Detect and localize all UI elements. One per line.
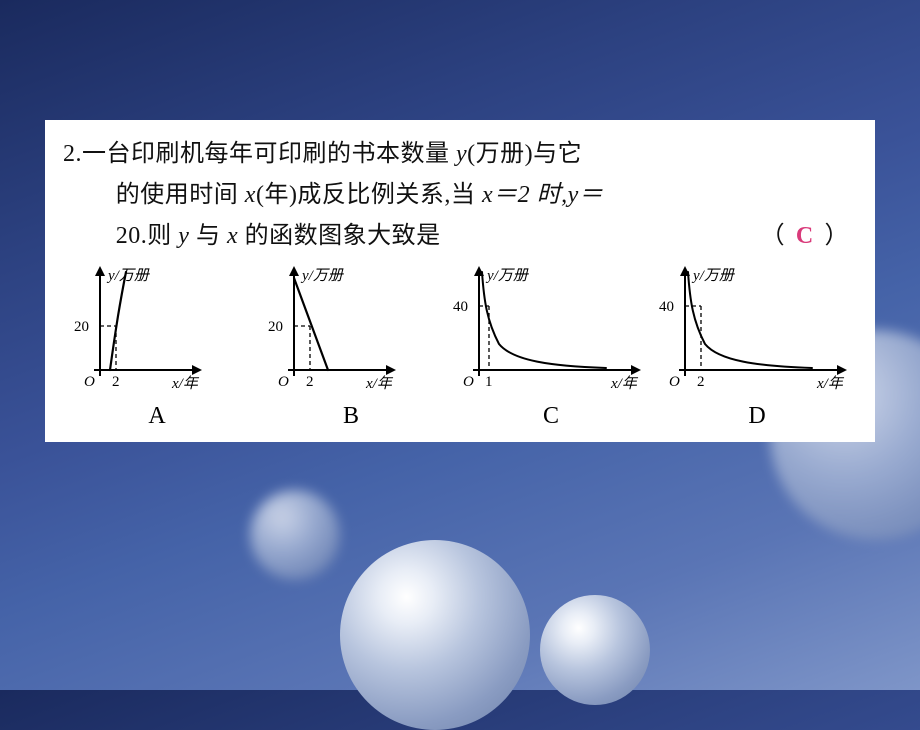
chart-d: y/万册 x/年 O 40 2 bbox=[657, 266, 857, 401]
line3: 20.则 y 与 x 的函数图象大致是 （ C ） bbox=[63, 216, 857, 257]
option-label: A bbox=[63, 403, 251, 430]
svg-text:40: 40 bbox=[453, 299, 468, 315]
equation: x＝2 时,y＝ bbox=[482, 182, 603, 208]
svg-text:O: O bbox=[278, 374, 289, 390]
question-number: 2. bbox=[63, 141, 82, 167]
svg-text:2: 2 bbox=[112, 374, 120, 390]
bg-sphere bbox=[250, 490, 340, 580]
option-c: y/万册 x/年 O 40 1 C bbox=[451, 266, 651, 430]
svg-text:y/万册: y/万册 bbox=[691, 268, 736, 284]
line3-text: 20.则 y 与 x 的函数图象大致是 bbox=[116, 216, 441, 257]
chart-a: y/万册 x/年 O 20 2 bbox=[72, 266, 242, 401]
paren: ） bbox=[825, 223, 850, 249]
option-a: y/万册 x/年 O 20 2 A bbox=[63, 266, 251, 430]
svg-text:1: 1 bbox=[485, 374, 493, 390]
bg-sphere bbox=[540, 595, 650, 705]
text: 与 bbox=[189, 223, 227, 249]
option-label: C bbox=[451, 403, 651, 430]
var-y: y bbox=[456, 141, 467, 167]
text: (万册)与它 bbox=[467, 141, 582, 167]
answer-slot: （ C ） bbox=[761, 216, 857, 257]
svg-text:x/年: x/年 bbox=[365, 375, 394, 392]
text: 20.则 bbox=[116, 223, 179, 249]
svg-text:x/年: x/年 bbox=[816, 375, 845, 392]
svg-text:x/年: x/年 bbox=[610, 375, 639, 392]
option-d: y/万册 x/年 O 40 2 D bbox=[657, 266, 857, 430]
svg-text:y/万册: y/万册 bbox=[300, 268, 345, 284]
svg-text:20: 20 bbox=[268, 319, 283, 335]
svg-text:2: 2 bbox=[697, 374, 705, 390]
svg-text:20: 20 bbox=[74, 319, 89, 335]
text: 一台印刷机每年可印刷的书本数量 bbox=[82, 141, 456, 167]
svg-text:O: O bbox=[463, 374, 474, 390]
text: (年)成反比例关系,当 bbox=[256, 182, 482, 208]
svg-text:O: O bbox=[669, 374, 680, 390]
svg-text:x/年: x/年 bbox=[171, 375, 200, 392]
svg-text:y/万册: y/万册 bbox=[106, 268, 151, 284]
line2: 的使用时间 x(年)成反比例关系,当 x＝2 时,y＝ bbox=[63, 175, 857, 216]
svg-text:y/万册: y/万册 bbox=[485, 268, 530, 284]
options-row: y/万册 x/年 O 20 2 A y/万册 x/年 O 20 2 B y/万册 x/年 O 40 1 … bbox=[63, 266, 857, 430]
text: 的使用时间 bbox=[116, 182, 245, 208]
bg-sphere bbox=[340, 540, 530, 730]
svg-text:O: O bbox=[84, 374, 95, 390]
answer-letter: C bbox=[792, 216, 818, 257]
svg-text:2: 2 bbox=[306, 374, 314, 390]
var-y: y bbox=[178, 223, 189, 249]
chart-c: y/万册 x/年 O 40 1 bbox=[451, 266, 651, 401]
option-label: B bbox=[257, 403, 445, 430]
text: 的函数图象大致是 bbox=[238, 223, 441, 249]
paren: （ bbox=[761, 223, 786, 249]
svg-text:40: 40 bbox=[659, 299, 674, 315]
var-x: x bbox=[245, 182, 256, 208]
option-label: D bbox=[657, 403, 857, 430]
question-card: 2.一台印刷机每年可印刷的书本数量 y(万册)与它 的使用时间 x(年)成反比例… bbox=[45, 120, 875, 442]
question-text: 2.一台印刷机每年可印刷的书本数量 y(万册)与它 的使用时间 x(年)成反比例… bbox=[63, 134, 857, 256]
option-b: y/万册 x/年 O 20 2 B bbox=[257, 266, 445, 430]
var-x: x bbox=[227, 223, 238, 249]
chart-b: y/万册 x/年 O 20 2 bbox=[266, 266, 436, 401]
